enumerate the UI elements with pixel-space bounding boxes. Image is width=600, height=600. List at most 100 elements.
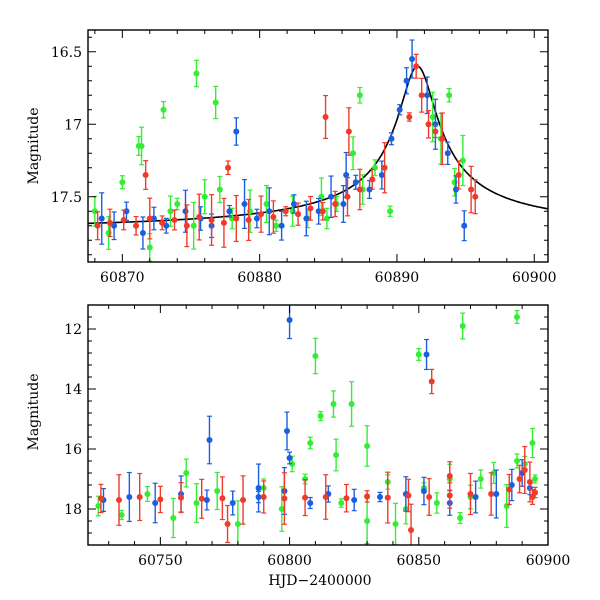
data-point-red xyxy=(406,114,413,120)
x-tick-label: 60800 xyxy=(267,553,312,569)
data-point-blue xyxy=(206,437,213,443)
data-point-green xyxy=(201,193,208,200)
data-point-green xyxy=(273,222,280,229)
data-point-red xyxy=(413,63,420,70)
data-point-red xyxy=(302,494,309,501)
y-tick-label: 17 xyxy=(64,117,82,133)
data-point-blue xyxy=(182,208,189,215)
data-point-red xyxy=(439,135,446,142)
data-point-green xyxy=(146,244,153,251)
data-point-green xyxy=(429,114,436,120)
data-point-blue xyxy=(493,491,500,497)
data-point-green xyxy=(118,512,125,518)
data-point-green xyxy=(174,201,181,207)
data-point-red xyxy=(97,495,104,502)
data-point-red xyxy=(488,491,495,497)
data-point-blue xyxy=(472,494,479,500)
data-point-red xyxy=(270,214,277,221)
data-point-green xyxy=(144,491,151,497)
data-point-green xyxy=(312,353,319,359)
data-point-blue xyxy=(420,488,427,494)
data-point-green xyxy=(490,470,497,476)
data-point-blue xyxy=(126,494,133,500)
data-point-red xyxy=(381,164,388,171)
data-point-red xyxy=(183,222,190,229)
data-point-red xyxy=(245,216,252,223)
data-point-blue xyxy=(283,428,290,434)
x-tick-label: 60900 xyxy=(526,553,571,569)
data-point-red xyxy=(472,193,479,200)
data-point-red xyxy=(219,495,226,502)
data-point-blue xyxy=(403,77,410,84)
data-point-green xyxy=(529,440,536,446)
data-point-green xyxy=(532,476,539,482)
bottom-panel: Magnitude HJD−2400000 60750 60800 60850 609… xyxy=(26,304,571,589)
data-point-red xyxy=(307,205,314,212)
data-point-blue xyxy=(98,215,105,222)
data-point-blue xyxy=(388,135,395,142)
data-point-green xyxy=(338,500,345,506)
plot-area xyxy=(88,39,548,262)
data-point-green xyxy=(387,208,394,215)
data-point-green xyxy=(459,157,466,164)
data-point-green xyxy=(451,179,458,186)
data-point-green xyxy=(138,143,145,149)
plot-frame xyxy=(87,304,549,546)
data-point-green xyxy=(289,461,296,467)
data-point-red xyxy=(455,172,462,178)
data-point-green xyxy=(278,506,285,512)
data-point-green xyxy=(183,470,190,476)
data-point-red xyxy=(384,494,391,501)
data-point-green xyxy=(477,476,484,482)
data-point-blue xyxy=(226,208,233,215)
bottom-x-axis-title: HJD−2400000 xyxy=(268,573,371,589)
data-point-green xyxy=(214,488,221,494)
data-point-green xyxy=(190,222,197,229)
top-y-axis-title: Magnitude xyxy=(26,107,42,184)
data-point-red xyxy=(432,128,439,135)
y-tick-label: 16 xyxy=(64,442,82,458)
data-point-red xyxy=(295,211,302,218)
data-point-red xyxy=(343,495,350,502)
data-point-red xyxy=(319,208,326,215)
data-point-blue xyxy=(253,215,260,222)
data-point-blue xyxy=(278,222,285,229)
data-point-blue xyxy=(444,150,451,157)
data-point-red xyxy=(225,164,232,171)
data-point-green xyxy=(323,215,330,222)
data-point-blue xyxy=(150,215,157,222)
plot-frame xyxy=(87,29,549,263)
data-point-red xyxy=(428,378,435,385)
data-point-green xyxy=(513,314,520,320)
data-point-green xyxy=(193,70,200,77)
data-point-red xyxy=(198,495,205,502)
data-point-red xyxy=(258,211,265,218)
data-point-red xyxy=(136,494,143,500)
data-point-green xyxy=(457,515,464,521)
data-point-green xyxy=(247,208,254,215)
data-point-red xyxy=(106,219,113,226)
data-point-blue xyxy=(266,208,273,215)
y-tick-label: 12 xyxy=(64,322,82,338)
data-point-red xyxy=(425,121,432,128)
data-point-green xyxy=(350,150,357,157)
data-point-blue xyxy=(352,179,359,186)
y-tick-label: 18 xyxy=(64,502,82,518)
data-point-red xyxy=(356,186,363,193)
data-point-red xyxy=(196,214,203,221)
data-point-blue xyxy=(286,455,293,461)
y-tick-label: 14 xyxy=(64,382,82,398)
data-point-green xyxy=(415,351,422,358)
data-point-red xyxy=(208,216,215,223)
data-point-blue xyxy=(409,56,416,62)
data-point-blue xyxy=(290,201,297,207)
data-point-red xyxy=(116,497,123,503)
x-tick-label: 60890 xyxy=(375,270,420,286)
data-point-red xyxy=(369,176,376,183)
data-point-red xyxy=(157,496,164,503)
data-point-blue xyxy=(307,500,314,506)
data-point-blue xyxy=(424,92,431,99)
y-tick-label: 17.5 xyxy=(51,190,82,206)
data-point-red xyxy=(529,494,536,500)
